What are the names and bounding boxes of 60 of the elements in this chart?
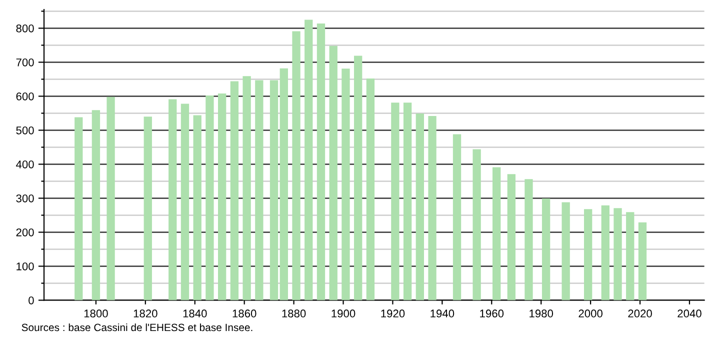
bar: [366, 78, 375, 300]
y-tick-label: 0: [28, 296, 34, 304]
bar: [584, 209, 592, 300]
x-tick-label: 1820: [134, 310, 158, 318]
bar: [452, 134, 462, 300]
bar: [292, 31, 300, 300]
bar: [316, 23, 326, 300]
bar: [144, 116, 152, 300]
bar: [230, 81, 239, 300]
x-tick-label: 1960: [480, 310, 504, 318]
x-tick-label: 2040: [678, 310, 702, 318]
bar: [218, 94, 226, 300]
bar: [304, 20, 313, 300]
x-tick-label: 2000: [578, 310, 602, 318]
bar: [206, 96, 214, 300]
bar: [507, 174, 516, 300]
x-tick-label: 2020: [628, 310, 652, 318]
bar: [255, 80, 264, 300]
bar: [180, 104, 190, 300]
x-tick-label: 1800: [84, 310, 108, 318]
y-tick-label: 400: [16, 160, 34, 168]
y-tick-label: 500: [16, 126, 34, 134]
bar: [472, 149, 481, 300]
bar: [614, 208, 622, 300]
x-tick-label: 1840: [183, 310, 207, 318]
x-tick-label: 1880: [282, 310, 306, 318]
bar: [242, 76, 251, 300]
bar: [601, 205, 610, 300]
bar: [403, 102, 412, 300]
y-tick-label: 300: [16, 194, 34, 202]
bar: [342, 68, 350, 300]
bar: [106, 96, 115, 300]
x-tick-label: 1980: [530, 310, 554, 318]
bar: [562, 202, 570, 300]
bar: [391, 102, 400, 300]
bar: [280, 68, 288, 300]
y-tick-label: 800: [16, 24, 34, 32]
bar: [416, 114, 424, 300]
bar: [92, 110, 100, 300]
y-tick-label: 200: [16, 228, 34, 236]
bar: [542, 198, 550, 300]
bar: [329, 46, 338, 300]
y-tick-label: 600: [16, 92, 34, 100]
bar: [626, 212, 634, 300]
bar: [492, 167, 501, 300]
bar: [354, 56, 362, 300]
bar: [168, 99, 177, 300]
x-tick-label: 1860: [232, 310, 256, 318]
bar: [74, 117, 83, 300]
y-tick-label: 100: [16, 262, 34, 270]
bar: [270, 80, 278, 300]
x-tick-label: 1920: [381, 310, 405, 318]
x-tick-label: 1940: [430, 310, 454, 318]
x-tick-label: 1900: [332, 310, 356, 318]
bar: [524, 179, 533, 300]
bar: [638, 222, 647, 300]
y-tick-label: 700: [16, 58, 34, 66]
bar: [428, 116, 436, 300]
bar: [193, 115, 202, 300]
source-note: Sources : base Cassini de l'EHESS et base Insee.: [22, 323, 252, 332]
